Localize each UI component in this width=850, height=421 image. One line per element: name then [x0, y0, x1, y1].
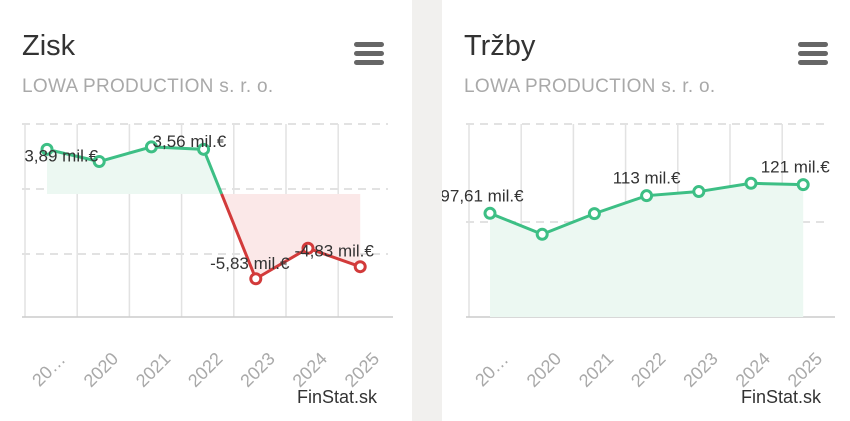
- data-point: [483, 206, 497, 220]
- data-point: [197, 142, 211, 156]
- data-label: 97,61 mil.€: [442, 186, 524, 205]
- zisk-chart: 3,89 mil.€ 3,56 mil.€ -5,83 mil.€ -4,83 mil…: [22, 123, 393, 391]
- data-point: [353, 260, 367, 274]
- x-tick-label: 2023: [236, 349, 278, 391]
- card-title: Tržby: [464, 30, 536, 62]
- trzby-chart: 97,61 mil.€ 113 mil.€ 121 mil.€ 20… 2020 2021…: [442, 123, 835, 391]
- data-point: [92, 155, 106, 169]
- data-point: [249, 272, 263, 286]
- data-point: [301, 241, 315, 255]
- data-point: [744, 176, 758, 190]
- data-label: -4,83 mil.€: [295, 242, 375, 261]
- negative-area: [221, 193, 361, 279]
- credit-link[interactable]: FinStat.sk: [297, 387, 378, 407]
- x-tick-label: 2020: [523, 349, 565, 391]
- zisk-card: Zisk LOWA PRODUCTION s. r. o. 3,89 mil.€…: [0, 0, 412, 421]
- x-tick-label: 2025: [341, 349, 383, 391]
- credit-link[interactable]: FinStat.sk: [741, 387, 822, 407]
- x-tick-label: 2023: [679, 349, 721, 391]
- data-label: 3,89 mil.€: [24, 147, 98, 166]
- data-label: 3,56 mil.€: [153, 132, 227, 151]
- x-tick-label: 20…: [471, 349, 512, 390]
- data-point: [535, 227, 549, 241]
- data-point: [587, 207, 601, 221]
- card-subtitle: LOWA PRODUCTION s. r. o.: [22, 76, 274, 97]
- hamburger-menu-icon[interactable]: [354, 42, 384, 66]
- x-tick-label: 2021: [132, 349, 174, 391]
- hamburger-menu-icon[interactable]: [798, 42, 828, 66]
- x-tick-label: 2020: [80, 349, 122, 391]
- x-tick-label: 2022: [627, 349, 669, 391]
- x-tick-label: 2024: [732, 349, 774, 391]
- x-tick-label: 2021: [575, 349, 617, 391]
- data-point: [692, 185, 706, 199]
- card-title: Zisk: [22, 30, 76, 62]
- positive-area: [47, 146, 222, 194]
- x-tick-label: 20…: [28, 349, 69, 390]
- series-line-negative: [220, 193, 361, 281]
- data-label: 121 mil.€: [761, 158, 831, 177]
- x-tick-label: 2025: [784, 349, 826, 391]
- data-label: 113 mil.€: [613, 169, 681, 188]
- x-tick-label: 2024: [289, 349, 331, 391]
- x-tick-label: 2022: [184, 349, 226, 391]
- data-point: [144, 140, 158, 154]
- data-point: [640, 189, 654, 203]
- trzby-card: Tržby LOWA PRODUCTION s. r. o. 97,61 mil…: [442, 0, 850, 421]
- data-label: -5,83 mil.€: [210, 254, 290, 273]
- card-subtitle: LOWA PRODUCTION s. r. o.: [464, 76, 716, 97]
- series-area: [490, 183, 804, 317]
- card-divider: [412, 0, 442, 421]
- data-point: [40, 142, 54, 156]
- data-point: [796, 178, 810, 192]
